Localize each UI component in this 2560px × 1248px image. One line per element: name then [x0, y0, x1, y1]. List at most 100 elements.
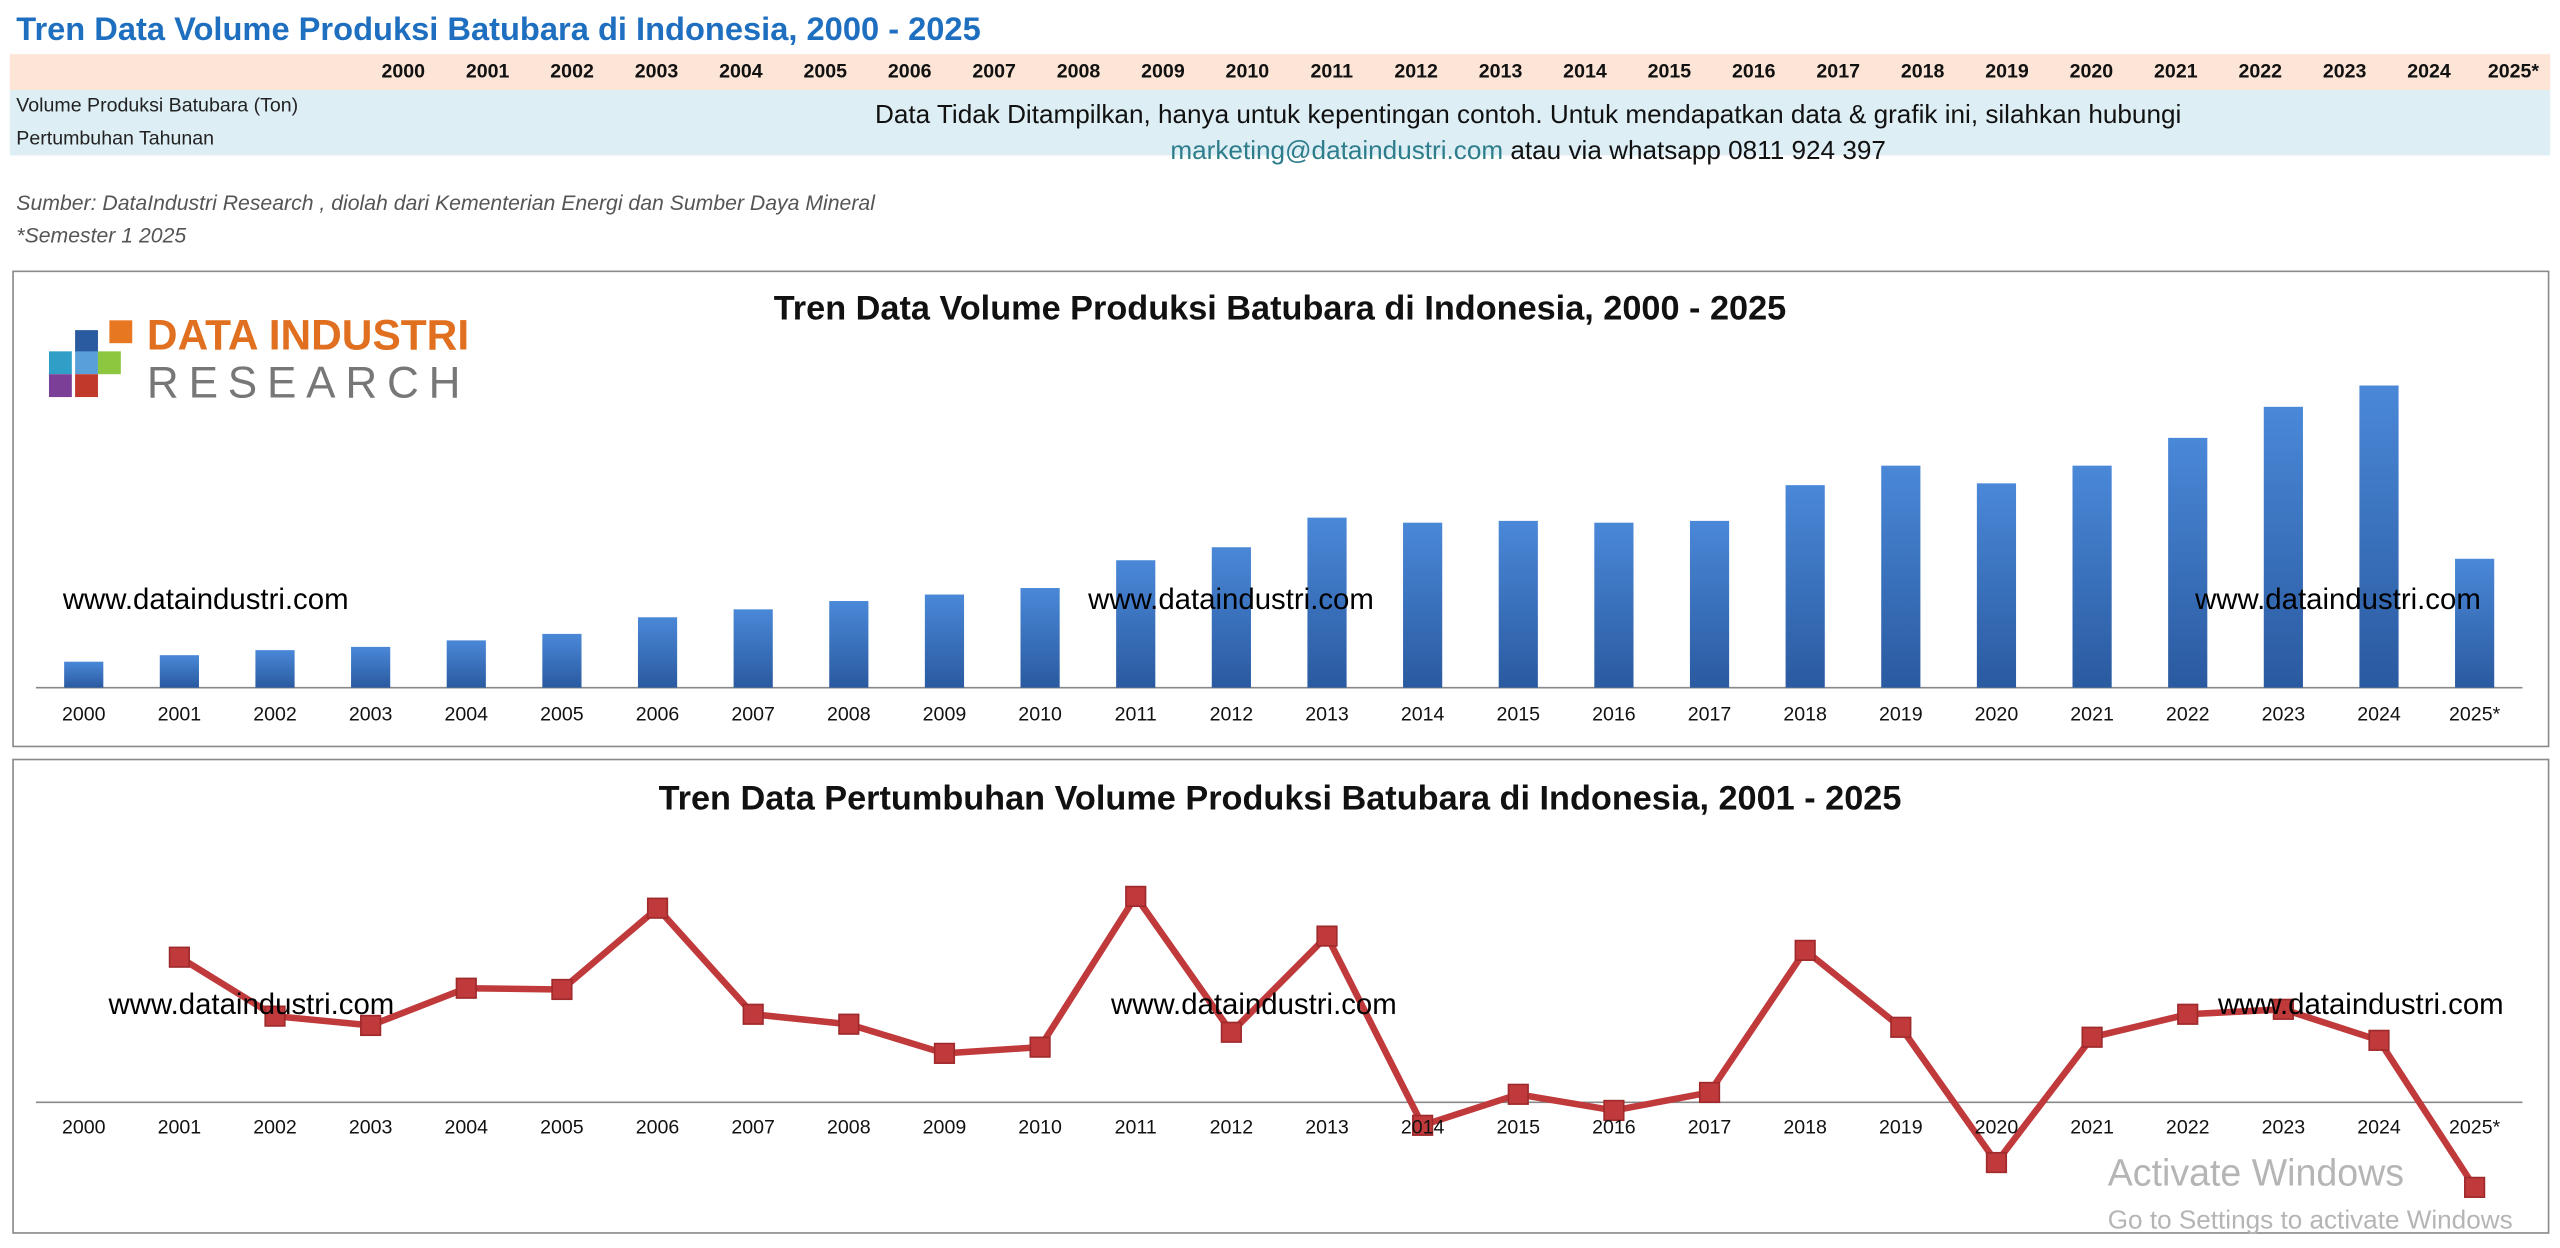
- bar: [829, 601, 869, 688]
- x-tick-label: 2015: [1496, 704, 1540, 726]
- bar: [446, 640, 486, 688]
- os-overlay: Activate Windows: [2108, 1152, 2404, 1194]
- table-header: 2000 2001 2002 2003 2004 2005 2006 2007 2008 2009…: [381, 60, 2539, 82]
- x-tick-label: 2023: [2262, 704, 2306, 726]
- notice: Data Tidak Ditampilkan, hanya untuk kepe…: [875, 99, 2181, 129]
- table-year: 2025*: [2488, 60, 2540, 82]
- x-tick-label: 2003: [349, 1117, 393, 1139]
- x-tick-label: 2009: [923, 1117, 967, 1139]
- logo-square: [75, 330, 98, 353]
- watermark: www.dataindustri.com: [2217, 988, 2504, 1021]
- table-year: 2001: [466, 60, 510, 82]
- table-body-bg: [9, 90, 2551, 156]
- table-year: 2005: [804, 60, 848, 82]
- x-tick-label: 2024: [2357, 704, 2401, 726]
- chart-title: Tren Data Pertumbuhan Volume Produksi Ba…: [659, 779, 1902, 817]
- x-tick-label: 2015: [1496, 1117, 1540, 1139]
- logo-text: DATA INDUSTRI: [147, 312, 469, 359]
- marker: [168, 946, 190, 968]
- bar: [2455, 558, 2495, 688]
- bar: [1689, 520, 1730, 688]
- bar: [2072, 465, 2112, 688]
- bar: [637, 617, 678, 688]
- x-tick-label: 2009: [923, 704, 967, 726]
- chart-title: Tren Data Volume Produksi Batubara di In…: [774, 290, 1786, 328]
- watermark: www.dataindustri.com: [62, 583, 349, 616]
- x-tick-label: 2001: [158, 704, 202, 726]
- contact-email[interactable]: marketing@dataindustri.com: [1170, 135, 1503, 165]
- chart: Tren Data Volume Produksi Batubara di In…: [35, 290, 2523, 726]
- marker: [933, 1042, 956, 1064]
- x-tick-label: 2005: [540, 704, 584, 726]
- x-tick-label: 2011: [1115, 1117, 1157, 1139]
- page-title: Tren Data Volume Produksi Batubara di In…: [16, 10, 980, 47]
- bar: [1403, 522, 1443, 688]
- x-tick-label: 2010: [1018, 1117, 1062, 1139]
- table-year: 2024: [2407, 60, 2451, 82]
- x-tick-label: 2023: [2262, 1117, 2306, 1139]
- bar: [2263, 406, 2303, 688]
- bar: [2359, 385, 2399, 688]
- x-tick-label: 2003: [349, 704, 393, 726]
- x-tick-label: 2018: [1783, 1117, 1827, 1139]
- charts: Tren Data Volume Produksi Batubara di In…: [35, 290, 2523, 1198]
- watermark: www.dataindustri.com: [1087, 583, 1374, 616]
- x-tick-label: 2010: [1018, 704, 1062, 726]
- x-tick-label: 2025*: [2449, 1117, 2501, 1139]
- x-tick-label: 2025*: [2449, 704, 2501, 726]
- table-year: 2015: [1648, 60, 1692, 82]
- table-year: 2017: [1816, 60, 1860, 82]
- x-tick-label: 2005: [540, 1117, 584, 1139]
- table-year: 2006: [888, 60, 932, 82]
- table-year: 2014: [1563, 60, 1607, 82]
- row-label: Pertumbuhan Tahunan: [16, 127, 214, 149]
- watermark: www.dataindustri.com: [1110, 988, 1397, 1021]
- marker: [455, 977, 477, 999]
- marker: [264, 1005, 286, 1027]
- marker: [1125, 885, 1147, 908]
- x-tick-label: 2004: [444, 704, 488, 726]
- x-tick-label: 2024: [2357, 1117, 2401, 1139]
- table-year: 2013: [1479, 60, 1523, 82]
- table-year: 2020: [2070, 60, 2114, 82]
- x-tick-label: 2016: [1592, 704, 1636, 726]
- x-tick-label: 2006: [636, 1117, 680, 1139]
- logo-square: [97, 351, 121, 375]
- x-tick-label: 2020: [1975, 704, 2019, 726]
- x-tick-label: 2019: [1879, 1117, 1923, 1139]
- bar: [1020, 588, 1060, 688]
- table-year: 2002: [550, 60, 594, 82]
- x-tick-label: 2008: [827, 1117, 871, 1139]
- x-tick-label: 2014: [1401, 1117, 1445, 1139]
- x-tick-label: 2012: [1210, 704, 1254, 726]
- chart-frame: [12, 758, 2550, 1234]
- x-tick-label: 2020: [1975, 1117, 2019, 1139]
- x-tick-label: 2022: [2166, 1117, 2210, 1139]
- marker: [2177, 1003, 2199, 1025]
- bar: [1116, 560, 1156, 688]
- logo-square: [109, 320, 133, 344]
- bar: [1785, 485, 1825, 688]
- x-tick-label: 2000: [62, 704, 106, 726]
- logo-text: RESEARCH: [147, 358, 470, 407]
- os-overlay: Go to Settings to activate Windows: [2108, 1204, 2513, 1234]
- x-tick-label: 2000: [62, 1117, 106, 1139]
- marker: [838, 1013, 860, 1035]
- table-year: 2021: [2154, 60, 2198, 82]
- logo-square: [48, 374, 72, 398]
- marker: [1698, 1081, 1721, 1104]
- x-tick-label: 2007: [731, 1117, 775, 1139]
- x-tick-label: 2002: [253, 1117, 297, 1139]
- table-year: 2012: [1394, 60, 1438, 82]
- marker: [1029, 1036, 1051, 1058]
- table-year: 2022: [2238, 60, 2282, 82]
- source: Sumber: DataIndustri Research , diolah d…: [16, 192, 876, 215]
- bar: [159, 655, 199, 688]
- table-year: 2010: [1226, 60, 1270, 82]
- x-tick-label: 2011: [1115, 704, 1157, 726]
- marker: [646, 897, 669, 919]
- table-header-bg: [9, 54, 2551, 91]
- bar: [542, 633, 582, 688]
- x-tick-label: 2016: [1592, 1117, 1636, 1139]
